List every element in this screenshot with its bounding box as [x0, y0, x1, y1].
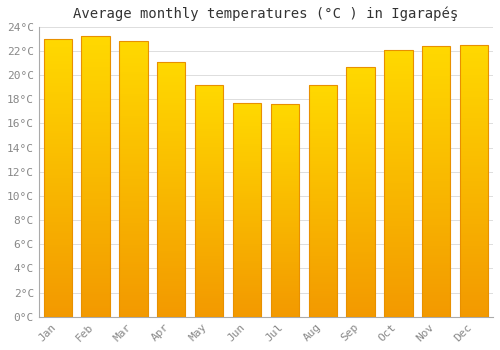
- Bar: [460, 45, 488, 317]
- Title: Average monthly temperatures (°C ) in Igarapéş: Average monthly temperatures (°C ) in Ig…: [74, 7, 458, 21]
- Bar: [233, 103, 261, 317]
- Bar: [308, 85, 337, 317]
- Bar: [195, 85, 224, 317]
- Bar: [44, 39, 72, 317]
- Bar: [82, 36, 110, 317]
- Bar: [119, 41, 148, 317]
- Bar: [422, 46, 450, 317]
- Bar: [346, 66, 375, 317]
- Bar: [384, 50, 412, 317]
- Bar: [157, 62, 186, 317]
- Bar: [270, 104, 299, 317]
